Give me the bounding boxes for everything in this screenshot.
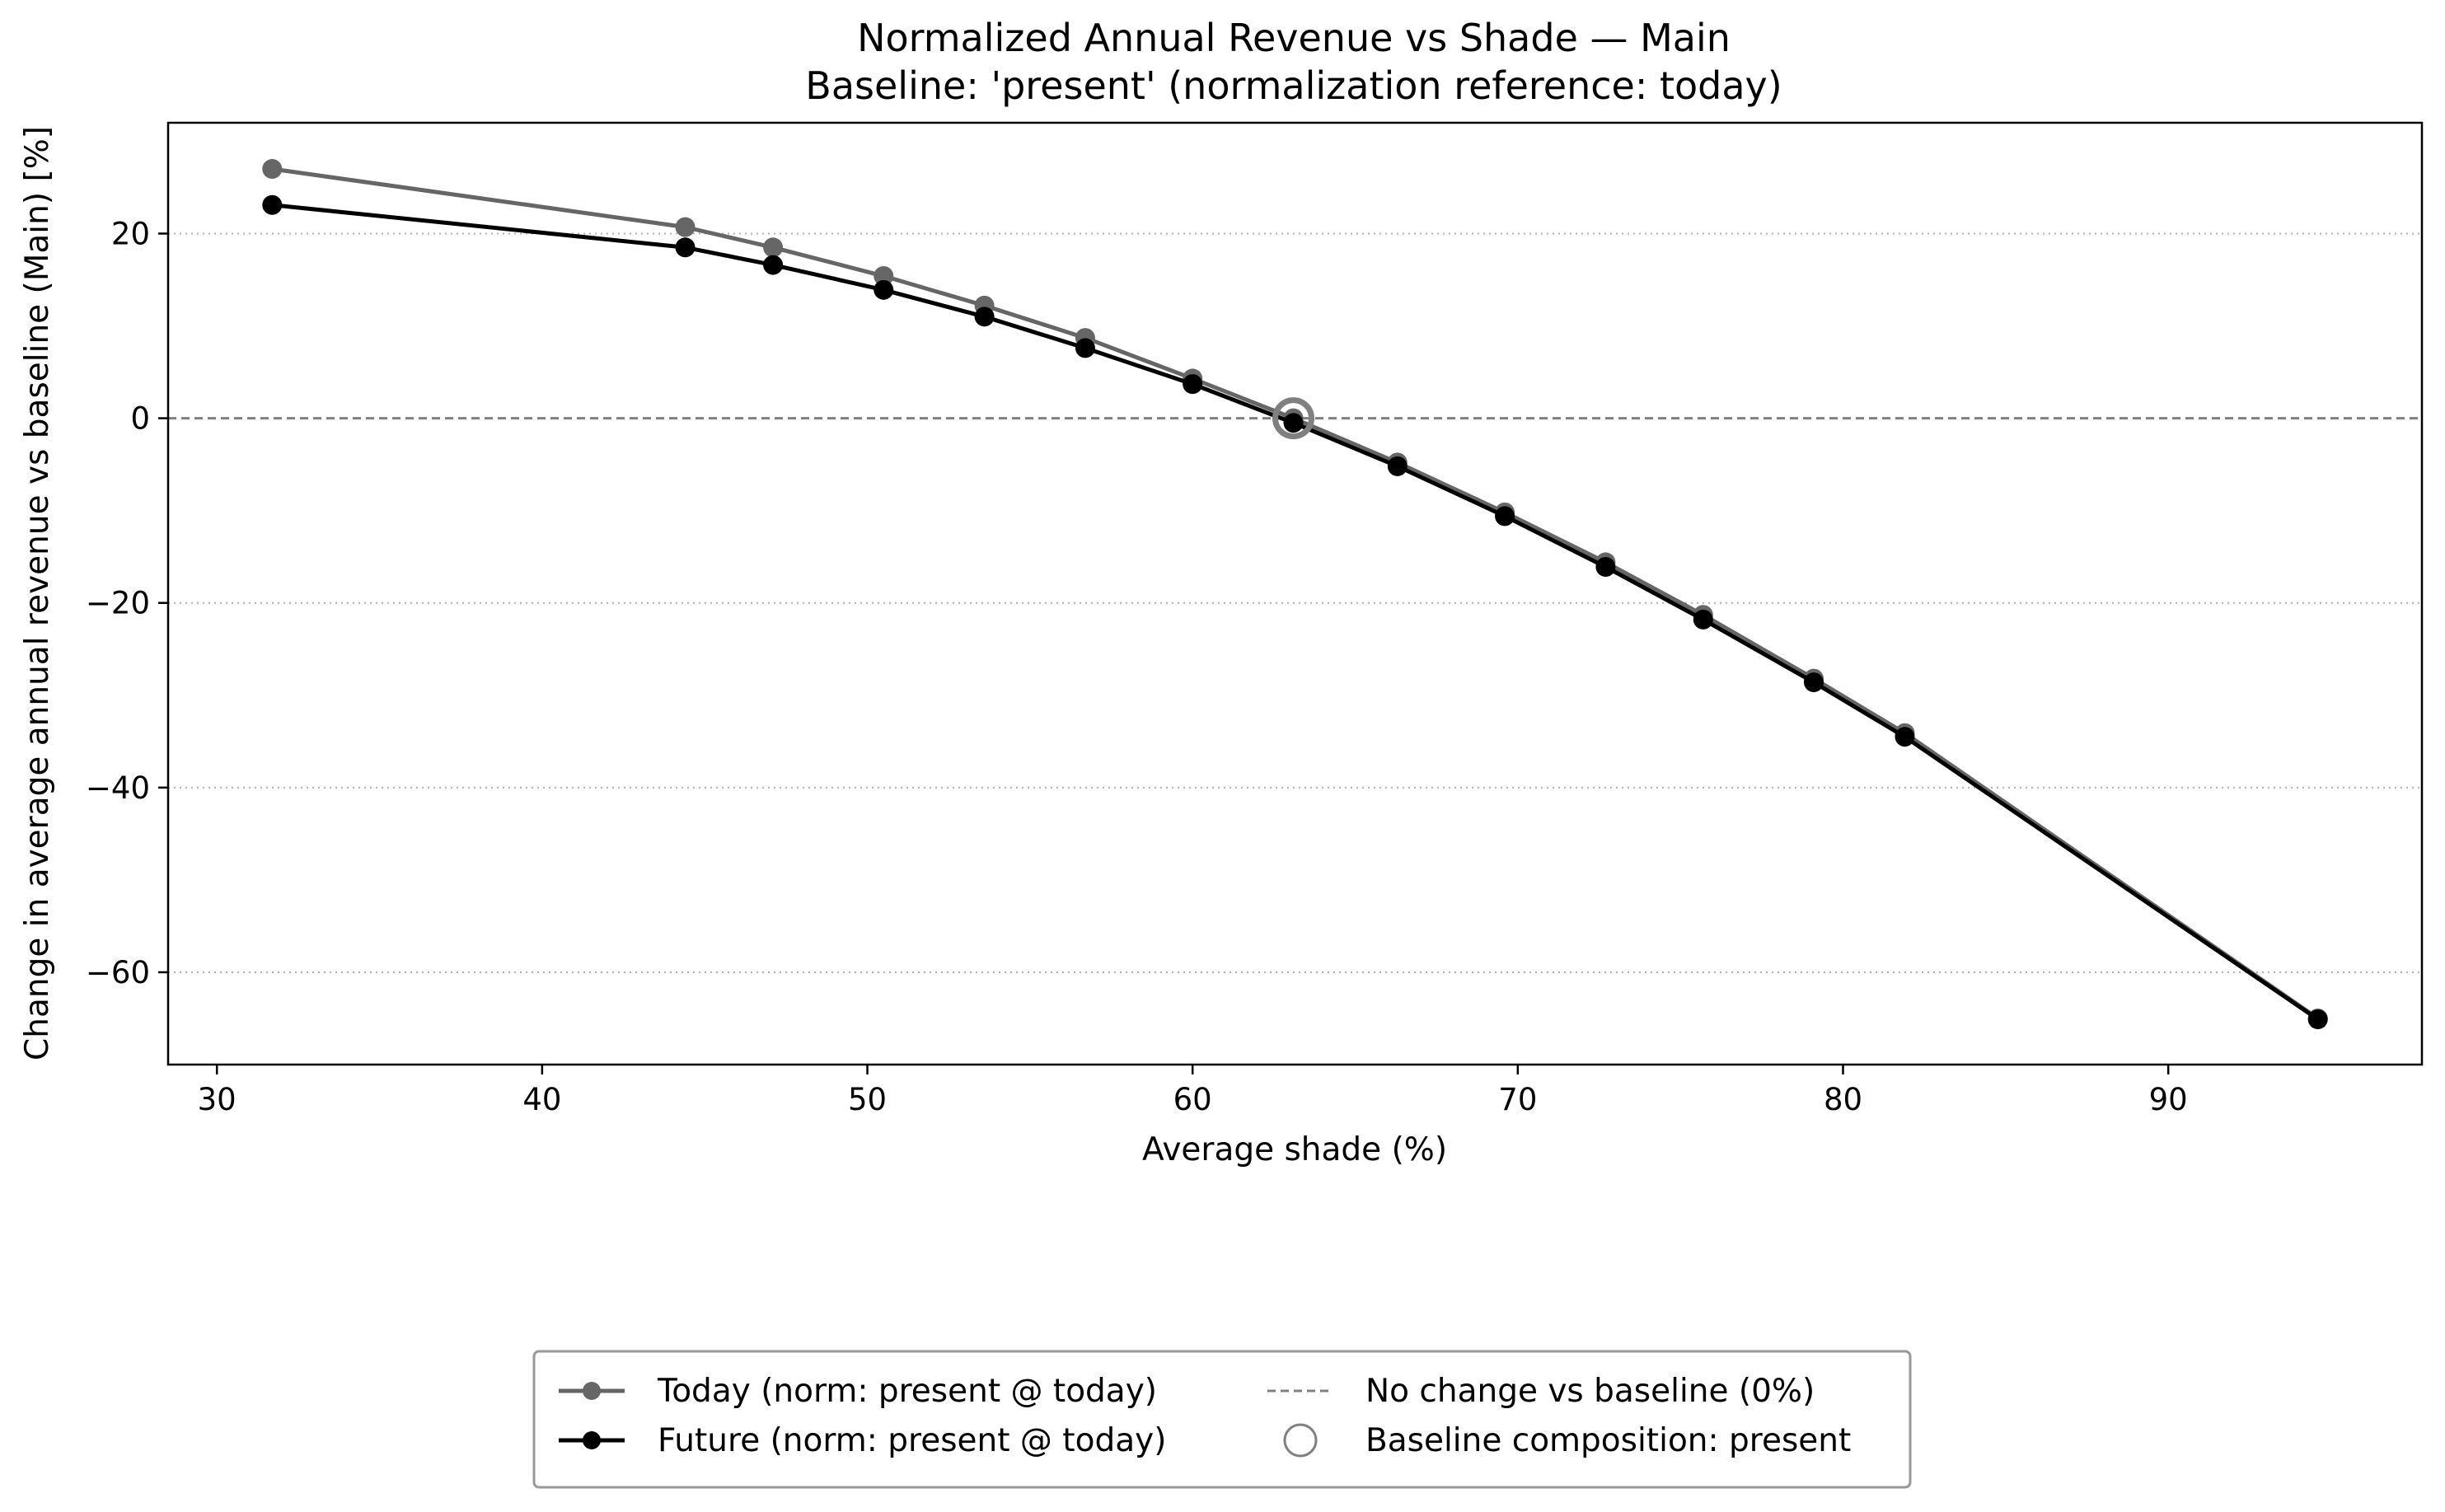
legend-frame	[532, 1350, 1912, 1489]
legend-baseline-label: Baseline composition: present	[1365, 1422, 1851, 1459]
series-group	[262, 159, 2328, 1030]
baseline-marker-group	[1272, 397, 1315, 440]
chart-subtitle: Baseline: 'present' (normalization refer…	[805, 63, 1782, 108]
data-point	[675, 237, 696, 258]
legend-future-label: Future (norm: present @ today)	[658, 1422, 1166, 1459]
data-point	[1803, 672, 1824, 693]
x-tick-label: 70	[1498, 1082, 1537, 1117]
data-point	[1283, 413, 1304, 433]
legend-today-marker	[583, 1382, 601, 1400]
data-point	[1495, 506, 1515, 527]
data-point	[874, 266, 894, 287]
y-axis-label: Change in average annual revenue vs base…	[19, 126, 56, 1060]
data-point	[1387, 456, 1408, 476]
legend-baseline-marker	[1283, 1423, 1318, 1458]
data-point	[262, 159, 283, 180]
y-tick-label: 20	[111, 216, 150, 251]
x-tick-label: 40	[522, 1082, 561, 1117]
data-point	[1183, 374, 1203, 395]
plot-area-frame	[166, 121, 2424, 1066]
data-point	[763, 255, 784, 275]
data-point	[763, 237, 784, 258]
x-axis-ticks: 30 40 50 60 70 80 90	[198, 1065, 2188, 1117]
x-tick-label: 30	[198, 1082, 237, 1117]
legend-future-marker	[583, 1431, 601, 1449]
y-tick-label: 0	[130, 401, 150, 437]
legend: Today (norm: present @ today) Future (no…	[532, 1350, 1912, 1489]
series-future	[262, 194, 2328, 1030]
y-axis-ticks: −60 −40 −20 0 20	[86, 216, 168, 990]
data-point	[675, 217, 696, 237]
x-tick-label: 60	[1173, 1082, 1212, 1117]
x-tick-label: 50	[848, 1082, 887, 1117]
data-point	[874, 279, 894, 300]
y-tick-label: −40	[86, 770, 150, 806]
y-tick-label: −60	[86, 955, 150, 990]
chart-title: Normalized Annual Revenue vs Shade — Mai…	[857, 16, 1731, 60]
data-point	[1595, 557, 1616, 578]
x-tick-label: 80	[1824, 1082, 1862, 1117]
legend-reference-label: No change vs baseline (0%)	[1365, 1373, 1815, 1410]
data-point	[1075, 338, 1095, 358]
y-tick-label: −20	[86, 586, 150, 621]
data-point	[974, 307, 995, 327]
baseline-marker	[1272, 397, 1315, 440]
data-point	[1895, 727, 1915, 747]
data-point	[1693, 609, 1713, 630]
data-point	[262, 194, 283, 215]
x-axis-label: Average shade (%)	[1142, 1131, 1447, 1168]
data-point	[2307, 1009, 2328, 1030]
x-tick-label: 90	[2149, 1082, 2188, 1117]
legend-today-label: Today (norm: present @ today)	[657, 1373, 1157, 1410]
